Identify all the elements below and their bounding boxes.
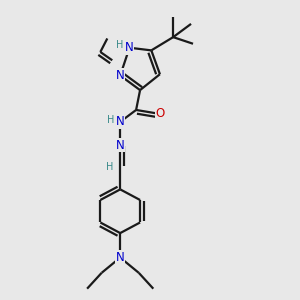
Text: N: N [116,251,124,264]
Text: H: H [106,162,113,172]
Text: H: H [116,40,123,50]
Text: N: N [125,41,134,54]
Text: O: O [155,107,165,120]
Text: N: N [116,116,124,128]
Text: N: N [116,139,124,152]
Text: N: N [116,69,124,82]
Text: H: H [106,115,114,125]
